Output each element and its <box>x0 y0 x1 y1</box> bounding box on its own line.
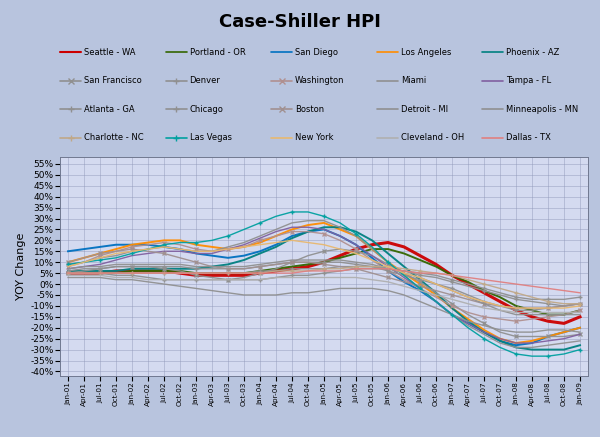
Text: Cleveland - OH: Cleveland - OH <box>401 133 464 142</box>
Text: Las Vegas: Las Vegas <box>190 133 232 142</box>
Text: Dallas - TX: Dallas - TX <box>506 133 551 142</box>
Text: New York: New York <box>295 133 334 142</box>
Text: Seattle - WA: Seattle - WA <box>84 48 136 57</box>
Text: Los Angeles: Los Angeles <box>401 48 451 57</box>
Text: Minneapolis - MN: Minneapolis - MN <box>506 105 578 114</box>
Text: Charlotte - NC: Charlotte - NC <box>84 133 143 142</box>
Text: Boston: Boston <box>295 105 325 114</box>
Text: Miami: Miami <box>401 76 426 85</box>
Y-axis label: YOY Change: YOY Change <box>16 233 26 300</box>
Text: Phoenix - AZ: Phoenix - AZ <box>506 48 560 57</box>
Text: Denver: Denver <box>190 76 220 85</box>
Text: Detroit - MI: Detroit - MI <box>401 105 448 114</box>
Text: Washington: Washington <box>295 76 344 85</box>
Text: San Diego: San Diego <box>295 48 338 57</box>
Text: Tampa - FL: Tampa - FL <box>506 76 551 85</box>
Text: Atlanta - GA: Atlanta - GA <box>84 105 134 114</box>
Text: Case-Shiller HPI: Case-Shiller HPI <box>219 13 381 31</box>
Text: San Francisco: San Francisco <box>84 76 142 85</box>
Text: Chicago: Chicago <box>190 105 223 114</box>
Text: Portland - OR: Portland - OR <box>190 48 245 57</box>
